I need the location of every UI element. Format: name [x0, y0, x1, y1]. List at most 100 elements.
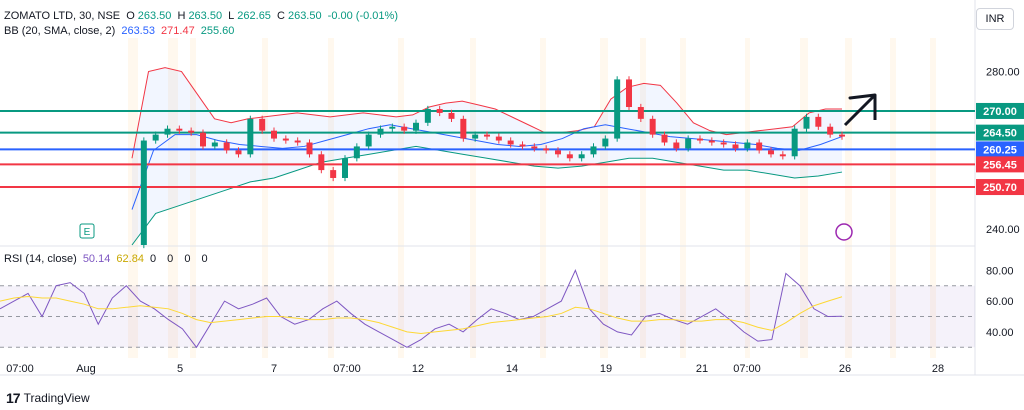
candle-body	[803, 116, 810, 129]
tradingview-branding[interactable]: 17 TradingView	[6, 390, 90, 406]
candle-body	[365, 134, 372, 147]
rsi-legend: RSI (14, close) 50.14 62.84 0 0 0 0	[4, 253, 215, 265]
bb-label: BB (20, SMA, close, 2)	[4, 25, 116, 37]
candle-body	[342, 158, 348, 178]
session-stripe	[328, 38, 334, 358]
candle-body	[791, 128, 798, 157]
high-value: 263.50	[188, 10, 223, 22]
candle-body	[602, 138, 609, 147]
rsi-extra-values: 0 0 0 0	[150, 253, 212, 265]
time-tick-label: 19	[600, 363, 612, 375]
candle-body	[294, 140, 301, 143]
candle-body	[259, 118, 266, 131]
session-stripe	[128, 38, 138, 358]
session-stripe	[890, 38, 896, 358]
tradingview-brand-text: TradingView	[23, 391, 90, 405]
time-tick-label: 07:00	[333, 363, 361, 375]
candle-body	[140, 140, 147, 245]
session-stripe	[398, 38, 404, 358]
candle-body	[389, 126, 396, 129]
candle-body	[614, 79, 621, 139]
level-price-label: 256.45	[983, 159, 1017, 171]
currency-button[interactable]: INR	[976, 8, 1014, 30]
candle-body	[685, 138, 692, 149]
time-tick-label: 21	[696, 363, 708, 375]
candle-body	[555, 150, 561, 155]
bb-legend: BB (20, SMA, close, 2) 263.53 271.47 255…	[4, 25, 237, 37]
session-stripe	[262, 38, 268, 358]
candle-body	[306, 142, 313, 155]
session-stripe	[745, 38, 750, 358]
candle-body	[708, 140, 715, 143]
candle-body	[413, 122, 419, 131]
flash-event-icon	[835, 223, 853, 241]
candle-body	[164, 128, 171, 135]
bb-lower-line	[131, 145, 843, 246]
candle-body	[176, 128, 183, 131]
candle-body	[732, 144, 739, 149]
low-value: 262.65	[237, 10, 271, 22]
bb-lower-value: 255.60	[200, 25, 235, 37]
price-tick-label: 240.00	[986, 224, 1020, 236]
rsi-ma-value: 62.84	[116, 253, 144, 265]
candle-body	[720, 142, 727, 145]
level-price-tag	[976, 124, 1024, 141]
time-tick-label: 26	[839, 363, 851, 375]
candle-body	[815, 116, 822, 127]
candle-body	[531, 146, 538, 149]
close-label: C	[277, 10, 285, 22]
level-price-label: 260.25	[983, 144, 1017, 156]
candle-body	[839, 134, 845, 137]
candle-body	[211, 142, 218, 147]
session-stripe	[600, 38, 608, 358]
candle-body	[495, 136, 502, 141]
level-price-tag	[976, 156, 1024, 173]
time-tick-label: 5	[177, 363, 183, 375]
session-stripe	[680, 38, 686, 358]
candle-body	[649, 118, 656, 135]
rsi-ma-line	[0, 295, 843, 334]
candle-body	[768, 150, 774, 155]
session-stripe	[640, 38, 646, 358]
close-value: 263.50	[287, 10, 322, 22]
candle-body	[188, 130, 195, 133]
candle-body	[697, 138, 703, 141]
high-label: H	[177, 10, 186, 22]
candle-body	[223, 142, 230, 151]
candle-body	[472, 134, 479, 139]
candle-body	[626, 79, 632, 108]
candle-body	[566, 154, 573, 159]
time-tick-label: 7	[271, 363, 277, 375]
candle-body	[424, 108, 431, 123]
session-stripe	[190, 38, 196, 358]
session-stripe	[930, 38, 936, 358]
rsi-label: RSI (14, close)	[4, 253, 77, 265]
candle-body	[235, 150, 242, 155]
candle-body	[318, 154, 325, 171]
candle-body	[152, 134, 159, 141]
tradingview-logo-icon: 17	[6, 390, 21, 406]
low-label: L	[228, 10, 235, 22]
candle-body	[484, 134, 490, 137]
symbol-name: ZOMATO LTD, 30, NSE	[4, 10, 121, 22]
candle-body	[448, 112, 455, 119]
candle-body	[460, 118, 467, 139]
candle-body	[436, 108, 443, 113]
change-value: -0.00 (-0.01%)	[327, 10, 398, 22]
rsi-value: 50.14	[82, 253, 111, 265]
candle-body	[247, 118, 254, 155]
time-tick-label: 07:00	[6, 363, 34, 375]
symbol-legend: ZOMATO LTD, 30, NSE O 263.50 H 263.50 L 262…	[4, 10, 401, 22]
candle-body	[590, 146, 597, 155]
candle-body	[200, 132, 206, 147]
candle-body	[744, 142, 751, 149]
session-stripe	[168, 38, 178, 358]
level-price-tag	[976, 102, 1024, 119]
candle-body	[330, 170, 337, 178]
earnings-marker-icon	[79, 223, 95, 239]
session-stripe	[800, 38, 808, 358]
rsi-tick-label: 40.00	[986, 327, 1014, 339]
rsi-tick-label: 60.00	[986, 296, 1014, 308]
level-price-label: 270.00	[983, 106, 1017, 118]
